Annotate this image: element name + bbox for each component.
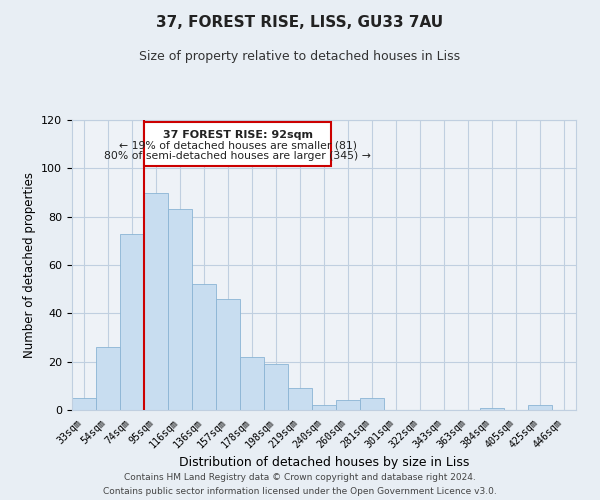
Bar [120,234,144,410]
Text: Size of property relative to detached houses in Liss: Size of property relative to detached ho… [139,50,461,63]
Bar [264,364,288,410]
Bar [240,357,264,410]
X-axis label: Distribution of detached houses by size in Liss: Distribution of detached houses by size … [179,456,469,468]
Text: 37 FOREST RISE: 92sqm: 37 FOREST RISE: 92sqm [163,130,313,140]
Bar [336,400,360,410]
FancyBboxPatch shape [144,122,331,166]
Text: Contains public sector information licensed under the Open Government Licence v3: Contains public sector information licen… [103,488,497,496]
Bar [216,299,240,410]
Bar [360,398,384,410]
Bar [168,210,192,410]
Text: ← 19% of detached houses are smaller (81): ← 19% of detached houses are smaller (81… [119,140,356,150]
Bar [144,192,168,410]
Bar [72,398,96,410]
Text: 80% of semi-detached houses are larger (345) →: 80% of semi-detached houses are larger (… [104,152,371,162]
Bar [288,388,312,410]
Bar [528,405,552,410]
Bar [96,347,120,410]
Bar [192,284,216,410]
Bar [480,408,504,410]
Text: 37, FOREST RISE, LISS, GU33 7AU: 37, FOREST RISE, LISS, GU33 7AU [157,15,443,30]
Y-axis label: Number of detached properties: Number of detached properties [23,172,35,358]
Text: Contains HM Land Registry data © Crown copyright and database right 2024.: Contains HM Land Registry data © Crown c… [124,472,476,482]
Bar [312,405,336,410]
